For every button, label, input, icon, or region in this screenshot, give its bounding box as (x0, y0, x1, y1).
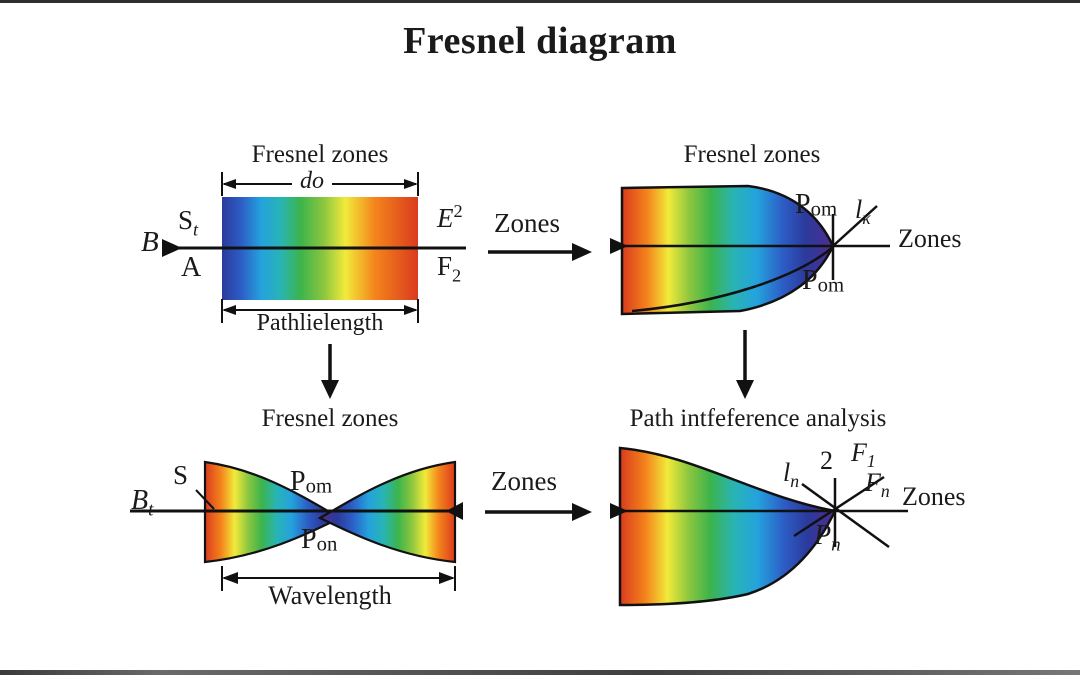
bottom-left-center-top-label: Pom (290, 466, 333, 498)
dim-arrowhead-left-icon (222, 179, 236, 189)
top-left-right-bottom-label: F2 (437, 251, 462, 286)
top-right-point-bottom-label: Pom (802, 265, 845, 297)
inner-curve (631, 246, 834, 313)
s-pointer-tick (195, 489, 215, 510)
top-right-panel (610, 184, 890, 316)
bottom-left-above-line-label: S (173, 460, 189, 490)
bottom-right-axis-label: Zones (902, 482, 966, 511)
top-frame-line (0, 0, 1080, 3)
flow-arrows (321, 243, 754, 521)
bottom-right-heading: Path intfeference analysis (629, 405, 887, 432)
right-arrow-icon (572, 243, 592, 261)
dim-arrowhead-right-icon (439, 572, 455, 584)
dim-arrowhead-left-icon (222, 305, 236, 315)
bottom-right-fn-label: Fn (865, 468, 890, 502)
dim-arrowhead-left-icon (222, 572, 238, 584)
bottom-right-f1-label: F1 (851, 438, 876, 472)
bottom-left-center-bottom-label: Pon (301, 524, 338, 556)
dim-arrowhead-right-icon (404, 179, 418, 189)
top-right-axis-label: Zones (898, 224, 962, 253)
top-left-above-line-label: St (178, 205, 199, 240)
bottom-right-pn-label: Pn (814, 520, 841, 556)
axis-arrowhead-icon (446, 502, 463, 520)
source-arrowhead-icon (162, 239, 182, 257)
top-left-dim-top-label: do (292, 168, 332, 195)
down-arrow-icon (736, 380, 754, 399)
top-flow-arrow-label: Zones (494, 208, 560, 238)
diagonal-ray (801, 482, 890, 549)
top-left-panel (162, 172, 466, 323)
bottom-flow-arrow-label: Zones (491, 466, 557, 496)
converging-spectrum-shape (618, 446, 837, 607)
bottom-left-panel (130, 460, 463, 591)
page-title: Fresnel diagram (403, 20, 677, 62)
bottom-left-dim-label: Wavelength (268, 581, 392, 610)
bottom-left-heading: Fresnel zones (261, 405, 399, 432)
top-left-heading: Fresnel zones (251, 141, 389, 168)
dim-arrowhead-right-icon (404, 305, 418, 315)
top-left-right-top-label: E2 (437, 201, 463, 233)
diagonal-ray (793, 475, 885, 538)
bottom-right-panel (610, 446, 908, 607)
diagonal-ray (832, 205, 878, 247)
axis-arrowhead-icon (610, 238, 628, 254)
top-right-point-top-label: Pom (795, 189, 838, 221)
bottom-right-diag-left-label: ln (783, 458, 800, 492)
bottom-frame-line (0, 670, 1080, 675)
top-left-below-line-label: A (181, 252, 202, 283)
bottom-left-source-label: Bt (131, 485, 154, 521)
down-arrow-icon (321, 380, 339, 399)
right-arrow-icon (572, 503, 592, 521)
bottom-right-number-label: 2 (820, 446, 833, 475)
top-left-dim-bottom-label: Pathlielength (256, 310, 384, 336)
top-left-source-label: B (141, 226, 159, 258)
top-right-heading: Fresnel zones (683, 141, 821, 168)
top-right-diag-label: lκ (855, 195, 871, 229)
axis-arrowhead-icon (610, 503, 628, 519)
